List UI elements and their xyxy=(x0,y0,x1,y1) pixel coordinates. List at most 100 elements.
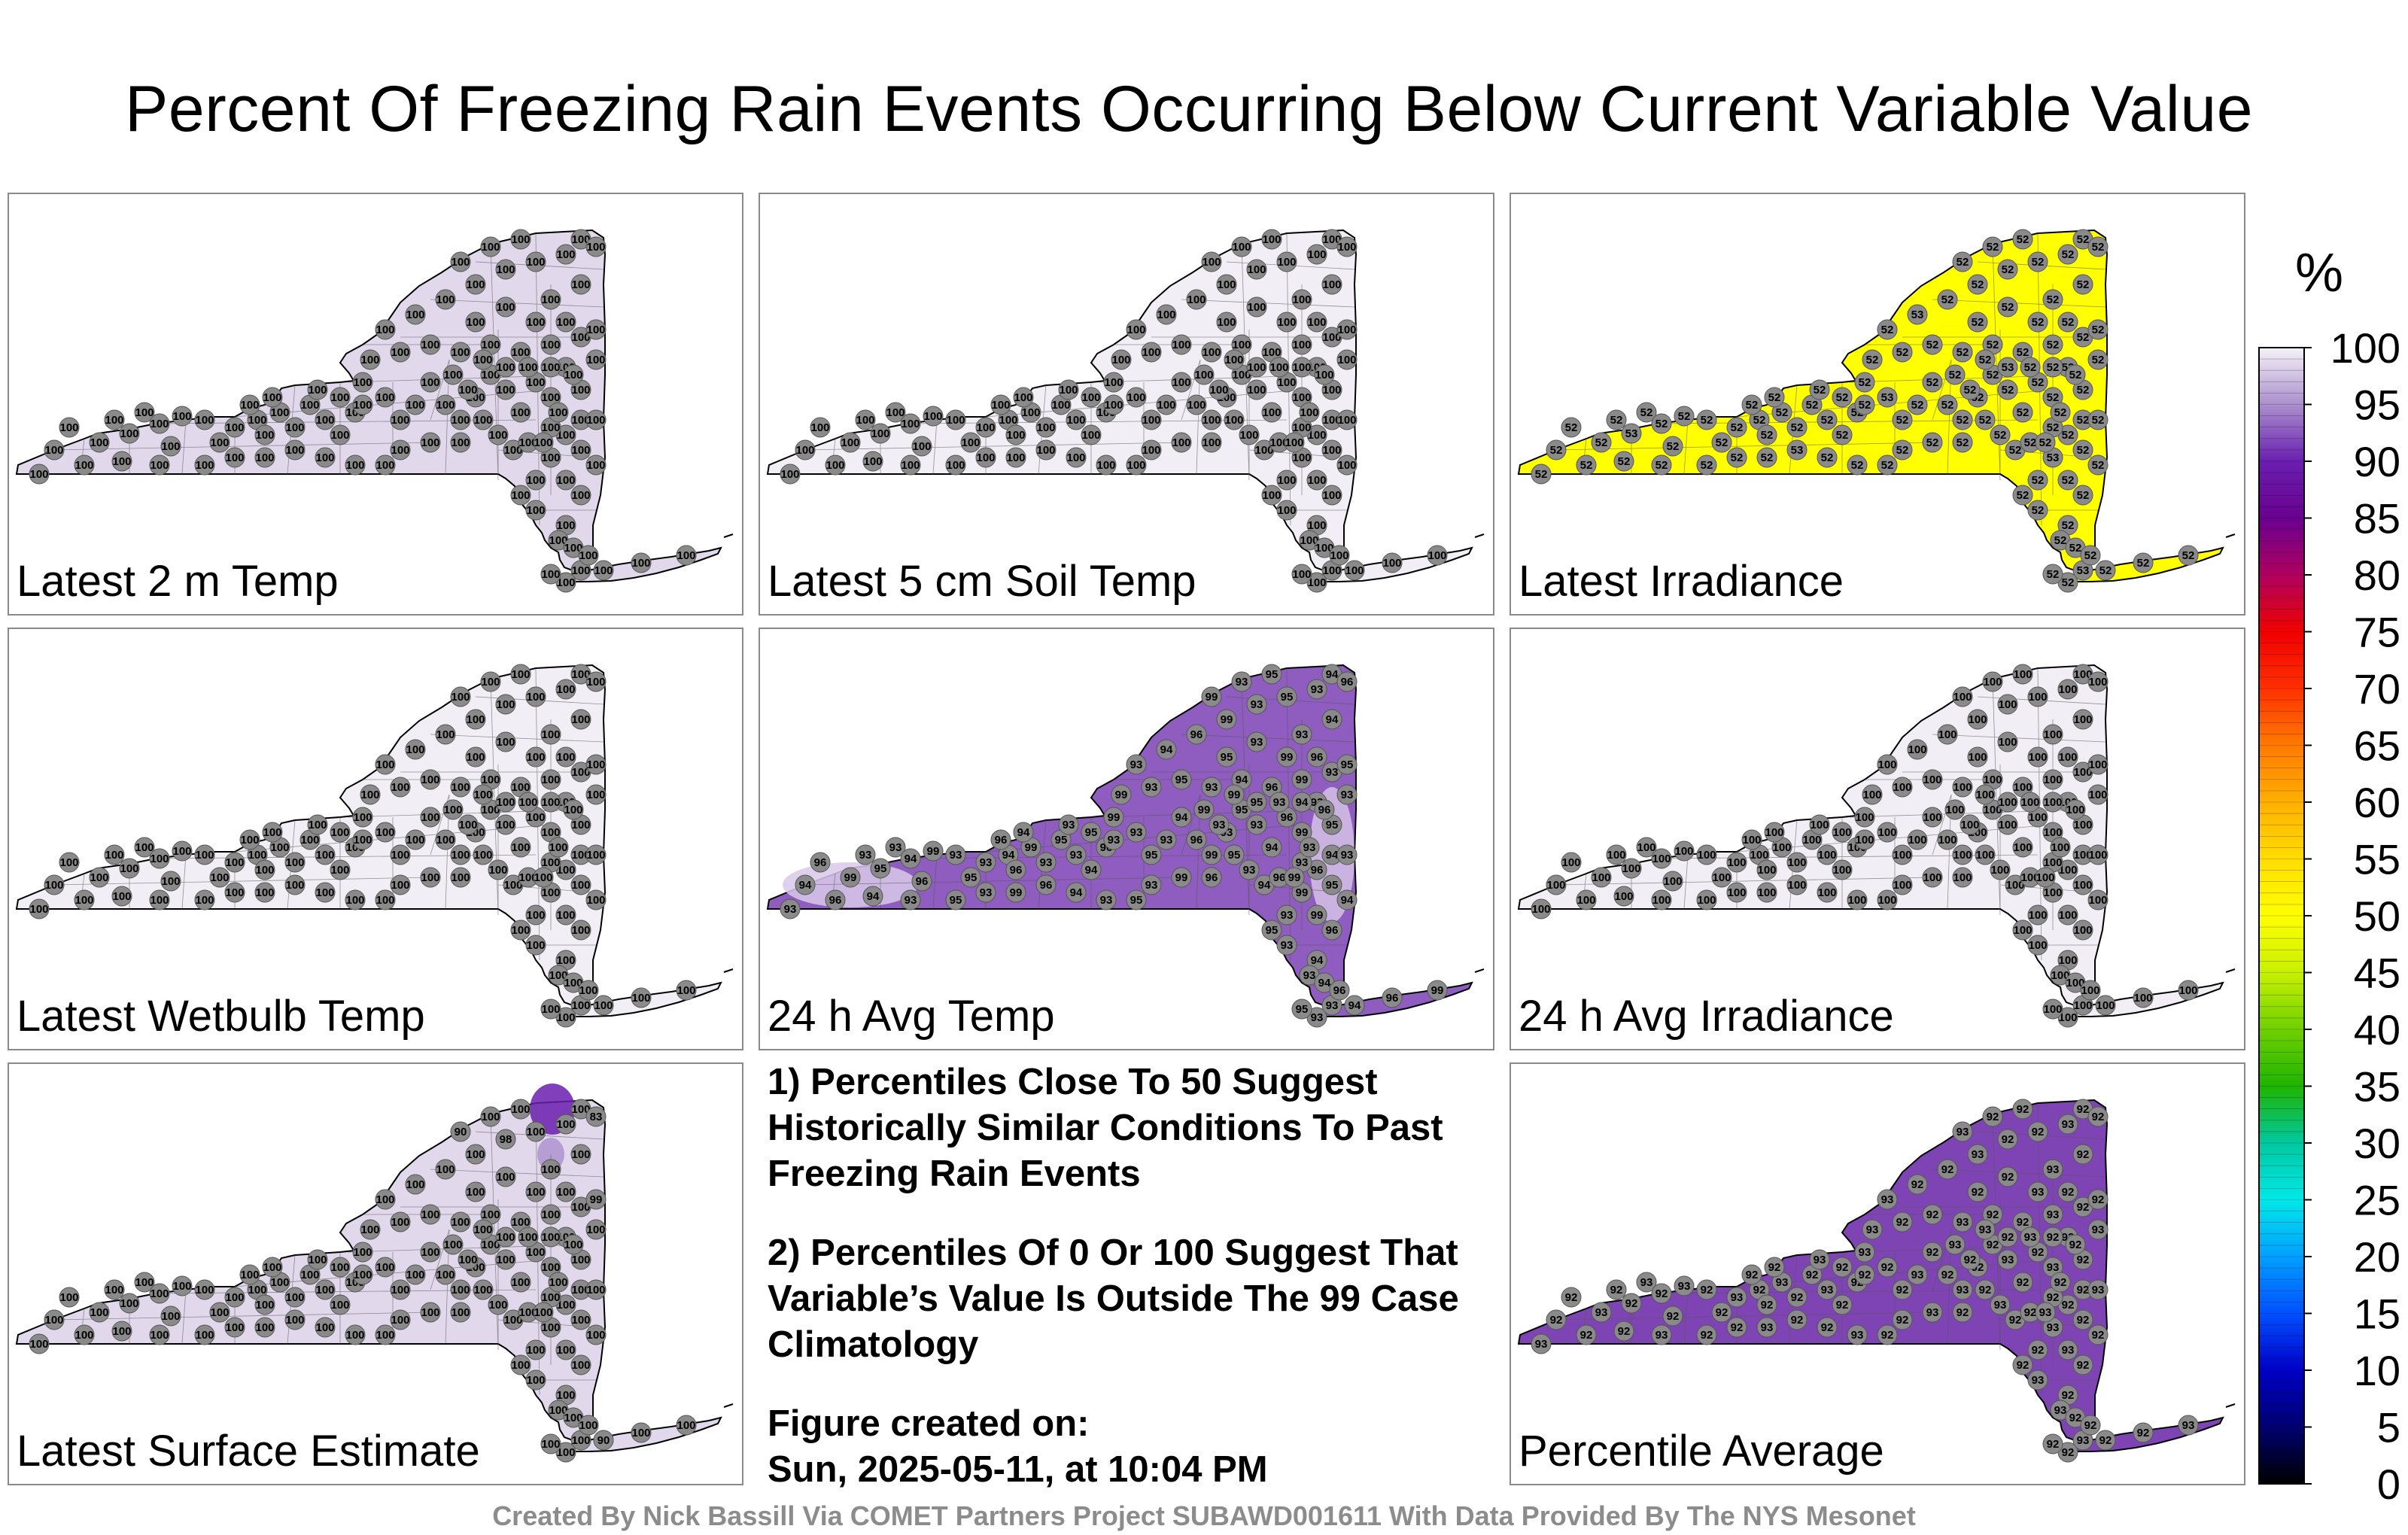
svg-text:95: 95 xyxy=(1326,879,1339,892)
station-marker: 100 xyxy=(315,1317,336,1338)
station-marker: 100 xyxy=(1756,882,1777,903)
station-marker: 100 xyxy=(555,746,576,768)
svg-text:100: 100 xyxy=(225,856,244,869)
svg-text:96: 96 xyxy=(1341,676,1354,688)
station-marker: 94 xyxy=(1321,844,1342,865)
svg-text:100: 100 xyxy=(150,1329,169,1342)
station-marker: 100 xyxy=(495,259,516,280)
svg-text:100: 100 xyxy=(150,1287,169,1300)
colorbar-tick-label: 40 xyxy=(2354,1006,2400,1053)
station-marker: 100 xyxy=(262,1257,283,1278)
svg-text:100: 100 xyxy=(526,691,545,704)
svg-text:100: 100 xyxy=(1194,369,1213,381)
map-panel-latest-wetbulb-temp: 100 100 100 100 100 100 100 100 100 100 100 100 100 1… xyxy=(8,628,743,1050)
station-marker: 99 xyxy=(585,1189,607,1210)
map-panel-latest-5cm-soil-temp: 100 100 100 100 100 100 100 100 100 100 100 100 100 1… xyxy=(759,193,1494,616)
station-marker: 100 xyxy=(1171,334,1192,355)
station-marker: 100 xyxy=(134,402,155,423)
station-marker: 100 xyxy=(525,251,546,272)
station-marker: 100 xyxy=(555,1385,576,1406)
svg-text:100: 100 xyxy=(2043,796,2062,809)
svg-text:100: 100 xyxy=(541,796,560,809)
station-marker: 100 xyxy=(1103,372,1124,393)
svg-text:100: 100 xyxy=(526,1126,545,1138)
svg-text:100: 100 xyxy=(248,414,266,427)
station-marker: 100 xyxy=(585,236,607,257)
station-marker: 100 xyxy=(480,1106,501,1127)
station-marker: 94 xyxy=(1291,792,1312,813)
svg-text:94: 94 xyxy=(1326,668,1339,681)
svg-text:93: 93 xyxy=(1130,826,1143,839)
station-marker: 100 xyxy=(510,837,531,858)
svg-text:95: 95 xyxy=(1266,668,1278,681)
station-marker: 92 xyxy=(1967,1181,1988,1202)
station-marker: 100 xyxy=(209,1302,230,1323)
svg-text:93: 93 xyxy=(1326,999,1339,1012)
svg-text:100: 100 xyxy=(2088,758,2107,771)
svg-text:52: 52 xyxy=(2032,376,2045,389)
station-marker: 100 xyxy=(149,1324,170,1345)
station-marker: 52 xyxy=(2087,349,2109,370)
svg-text:100: 100 xyxy=(1157,309,1175,321)
station-marker: 100 xyxy=(676,1415,697,1436)
svg-text:100: 100 xyxy=(1202,436,1221,449)
svg-text:52: 52 xyxy=(1667,440,1680,453)
svg-text:100: 100 xyxy=(1855,834,1874,847)
svg-text:100: 100 xyxy=(473,1223,492,1236)
station-marker: 100 xyxy=(585,671,607,692)
station-marker: 100 xyxy=(585,319,607,340)
svg-text:100: 100 xyxy=(511,406,530,419)
svg-text:100: 100 xyxy=(2020,871,2039,884)
station-marker: 100 xyxy=(1081,424,1102,445)
svg-text:96: 96 xyxy=(829,894,842,907)
station-marker: 100 xyxy=(525,935,546,956)
colorbar-tick-label: 85 xyxy=(2354,495,2400,543)
station-marker: 100 xyxy=(1531,898,1552,919)
svg-text:100: 100 xyxy=(571,1254,590,1266)
station-marker: 100 xyxy=(420,1242,441,1263)
svg-text:52: 52 xyxy=(2047,568,2060,581)
svg-text:52: 52 xyxy=(2062,576,2075,589)
station-marker: 92 xyxy=(1922,1242,1943,1263)
panel-label: Latest 5 cm Soil Temp xyxy=(768,557,1196,606)
station-marker: 100 xyxy=(495,1226,516,1248)
station-marker: 100 xyxy=(525,500,546,521)
station-marker: 93 xyxy=(1847,1324,1868,1345)
svg-text:100: 100 xyxy=(1938,728,1956,741)
svg-text:93: 93 xyxy=(1145,879,1158,892)
svg-text:92: 92 xyxy=(1881,1329,1894,1342)
svg-text:53: 53 xyxy=(2047,451,2060,464)
svg-text:100: 100 xyxy=(923,410,942,423)
station-marker: 100 xyxy=(1231,334,1252,355)
colorbar-unit: % xyxy=(2295,243,2344,303)
station-marker: 100 xyxy=(2042,724,2063,745)
station-marker: 100 xyxy=(442,1234,464,1255)
svg-text:100: 100 xyxy=(44,879,63,892)
svg-text:52: 52 xyxy=(2017,346,2029,359)
svg-text:100: 100 xyxy=(255,451,274,464)
svg-text:100: 100 xyxy=(1546,879,1565,892)
svg-text:100: 100 xyxy=(1697,894,1716,907)
svg-text:92: 92 xyxy=(1618,1325,1631,1338)
svg-text:99: 99 xyxy=(927,845,940,858)
station-marker: 100 xyxy=(104,409,125,430)
station-marker: 52 xyxy=(1975,349,1996,370)
station-marker: 93 xyxy=(1201,777,1222,798)
station-marker: 100 xyxy=(330,1294,351,1315)
svg-text:100: 100 xyxy=(676,984,695,997)
svg-text:100: 100 xyxy=(556,1299,575,1312)
svg-text:52: 52 xyxy=(1881,459,1894,472)
station-marker: 52 xyxy=(2027,470,2048,491)
station-marker: 96 xyxy=(1035,874,1057,895)
svg-text:100: 100 xyxy=(300,399,319,412)
svg-text:100: 100 xyxy=(586,1284,605,1296)
svg-text:100: 100 xyxy=(240,399,259,412)
svg-text:52: 52 xyxy=(2077,233,2090,246)
svg-text:100: 100 xyxy=(541,1438,560,1451)
svg-text:94: 94 xyxy=(1348,999,1361,1012)
svg-text:100: 100 xyxy=(571,444,590,457)
colorbar-tick-label: 0 xyxy=(2377,1461,2400,1505)
station-marker: 100 xyxy=(510,485,531,506)
svg-text:100: 100 xyxy=(2081,984,2099,997)
